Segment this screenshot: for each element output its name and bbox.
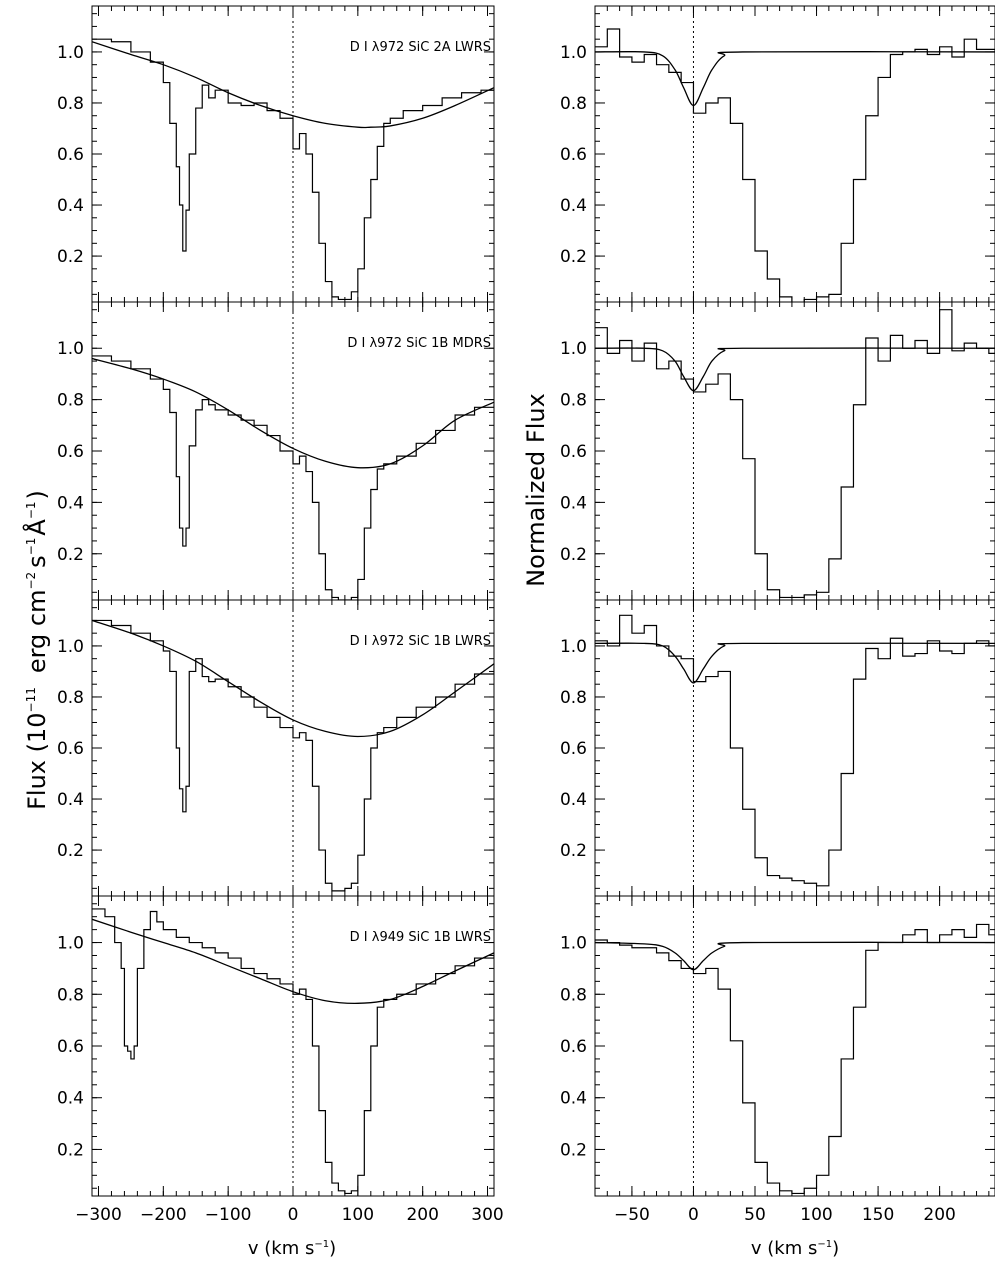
data-histogram: [595, 28, 995, 302]
fit-curve: [595, 347, 995, 392]
y-tick-label: 0.6: [57, 145, 84, 165]
y-tick-label: 0.2: [560, 247, 587, 267]
y-tick-label: 0.4: [560, 1089, 587, 1109]
panel-right-2: 0.2 0.4 0.6 0.8 1.0: [560, 301, 995, 601]
panel-right-4: −50 0 50 100 150 200 0.2 0.4 0.6 0.8 1.0: [560, 895, 995, 1225]
series-group: [92, 908, 494, 1195]
y-tick-label: 0.6: [57, 1037, 84, 1057]
x-tick-label: −100: [205, 1205, 252, 1225]
y-tick-label: 0.4: [57, 493, 84, 513]
y-tick-label: 0.2: [560, 841, 587, 861]
y-tick-label: 0.2: [560, 545, 587, 565]
y-tick-label: 0.8: [560, 985, 587, 1005]
y-tick-label: 0.8: [560, 94, 587, 114]
data-histogram: [92, 355, 494, 600]
y-tick-label: 0.8: [57, 688, 84, 708]
panel-left-3: 0.2 0.4 0.6 0.8 1.0 D I λ972 SiC 1B LWRS: [57, 599, 495, 897]
y-tick-label: 0.4: [560, 790, 587, 810]
y-tick-label: 0.8: [57, 985, 84, 1005]
x-tick-label: 200: [923, 1205, 955, 1225]
x-tick-label: −200: [140, 1205, 187, 1225]
y-tick-label: 0.2: [57, 545, 84, 565]
y-tick-label: 0.4: [560, 493, 587, 513]
y-tick-label: 0.8: [560, 391, 587, 411]
left-x-axis-label: v (km s−1): [248, 1238, 336, 1259]
y-tick-label: 0.6: [57, 442, 84, 462]
series-group: [595, 309, 995, 599]
panel-frame: [594, 5, 995, 303]
panel-right-3: 0.2 0.4 0.6 0.8 1.0: [560, 599, 995, 897]
panel-left-2: 0.2 0.4 0.6 0.8 1.0 D I λ972 SiC 1B MDRS: [57, 301, 495, 601]
series-group: [595, 923, 995, 1195]
fit-curve: [92, 357, 494, 469]
panel-left-4: −300 −200 −100 0 100 200 300 0.2 0.4 0.6 0.8 1.0 D I…: [57, 895, 504, 1225]
y-tick-label: 0.2: [57, 1140, 84, 1160]
data-histogram: [595, 614, 995, 887]
series-group: [595, 614, 995, 887]
panel-left-1: 0.2 0.4 0.6 0.8 1.0 D I λ972 SiC 2A LWRS: [57, 5, 495, 303]
fit-curve: [92, 619, 494, 738]
y-tick-label: 0.4: [57, 1089, 84, 1109]
x-tick-label: 200: [406, 1205, 438, 1225]
y-tick-label: 0.6: [560, 442, 587, 462]
x-tick-label: 0: [688, 1205, 699, 1225]
x-tick-label: 150: [862, 1205, 894, 1225]
y-tick-label: 1.0: [57, 339, 84, 359]
panel-frame: [594, 301, 995, 601]
fit-curve: [595, 642, 995, 684]
y-tick-label: 0.6: [57, 739, 84, 759]
y-tick-label: 0.2: [57, 247, 84, 267]
data-histogram: [92, 38, 494, 301]
y-tick-label: 0.8: [57, 94, 84, 114]
y-tick-label: 0.8: [560, 688, 587, 708]
panel-right-1: 0.2 0.4 0.6 0.8 1.0: [560, 5, 995, 303]
x-tick-label: 300: [471, 1205, 503, 1225]
y-tick-label: 0.2: [560, 1140, 587, 1160]
y-tick-label: 1.0: [560, 934, 587, 954]
series-group: [92, 355, 494, 600]
data-histogram: [92, 908, 494, 1195]
panel-annotation: D I λ972 SiC 1B LWRS: [350, 634, 491, 649]
panel-frame: [594, 895, 995, 1197]
y-tick-label: 1.0: [57, 43, 84, 63]
y-tick-label: 1.0: [560, 43, 587, 63]
data-histogram: [595, 309, 995, 599]
x-tick-label: 100: [342, 1205, 374, 1225]
data-histogram: [595, 923, 995, 1195]
x-tick-label: 0: [288, 1205, 299, 1225]
y-tick-label: 0.4: [560, 196, 587, 216]
y-tick-label: 0.6: [560, 739, 587, 759]
panel-annotation: D I λ949 SiC 1B LWRS: [350, 930, 491, 945]
y-tick-label: 1.0: [57, 637, 84, 657]
fit-curve: [92, 41, 494, 129]
panels: 0.20.40.60.81.0 D I λ972 SiC 2A LWRS0.20.…: [57, 5, 995, 1225]
right-y-axis-label: Normalized Flux: [522, 393, 550, 587]
panel-annotation: D I λ972 SiC 2A LWRS: [350, 40, 491, 55]
y-tick-label: 0.6: [560, 1037, 587, 1057]
y-tick-label: 1.0: [560, 637, 587, 657]
y-tick-label: 0.4: [57, 196, 84, 216]
fit-curve: [595, 50, 995, 107]
y-tick-label: 1.0: [57, 934, 84, 954]
series-group: [595, 28, 995, 302]
series-group: [92, 619, 494, 892]
x-tick-label: 50: [744, 1205, 766, 1225]
y-tick-label: 0.2: [57, 841, 84, 861]
y-tick-label: 0.4: [57, 790, 84, 810]
fit-curve: [92, 918, 494, 1005]
x-tick-label: −300: [75, 1205, 122, 1225]
x-tick-label: 100: [800, 1205, 832, 1225]
y-tick-label: 0.6: [560, 145, 587, 165]
fit-curve: [595, 941, 995, 971]
panel-annotation: D I λ972 SiC 1B MDRS: [347, 336, 491, 351]
y-tick-label: 0.8: [57, 391, 84, 411]
y-tick-label: 1.0: [560, 339, 587, 359]
series-group: [92, 38, 494, 301]
data-histogram: [92, 619, 494, 892]
x-tick-label: −50: [614, 1205, 650, 1225]
right-x-axis-label: v (km s−1): [751, 1238, 839, 1259]
left-y-axis-label: Flux (10−11erg cm−2s−1Å−1): [22, 490, 51, 810]
